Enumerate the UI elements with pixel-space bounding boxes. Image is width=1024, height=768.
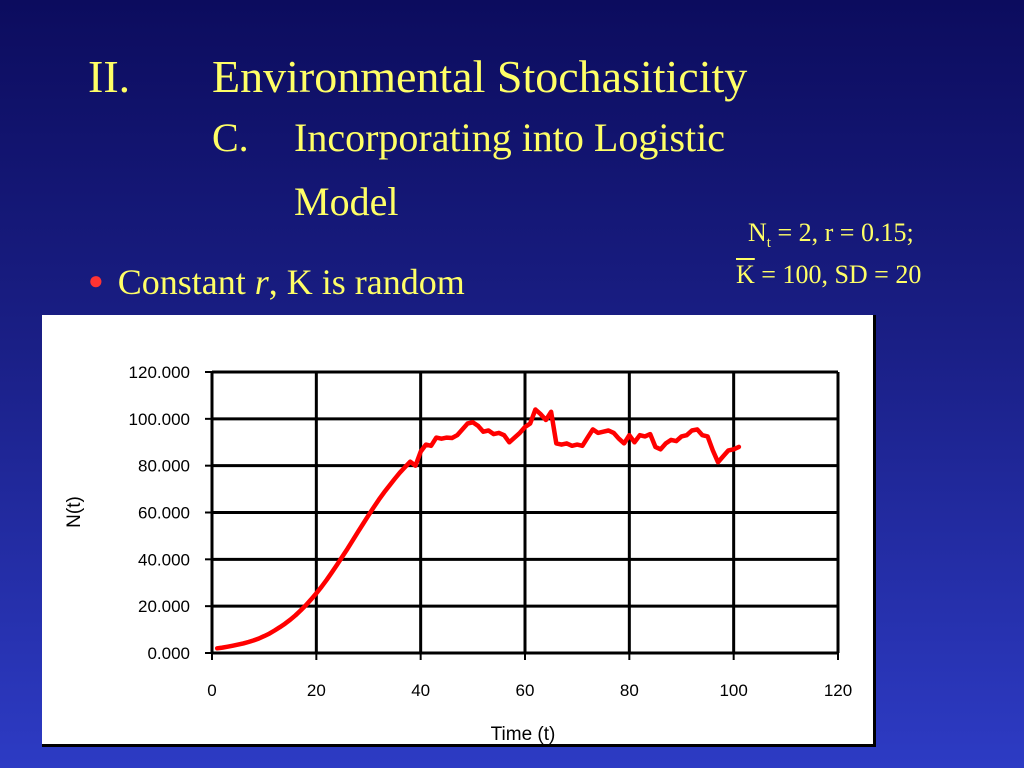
title-number: II. bbox=[88, 51, 131, 102]
x-axis-label: Time (t) bbox=[491, 724, 556, 745]
y-tick-label: 100.000 bbox=[129, 410, 190, 429]
x-tick-label: 120 bbox=[824, 681, 852, 700]
parameter-note-line-1: Nt = 2, r = 0.15; bbox=[748, 220, 914, 251]
y-tick-label: 40.000 bbox=[138, 550, 190, 569]
chart-series bbox=[214, 407, 742, 651]
chart-panel: 0.000 20.000 40.000 60.000 80.000 100.000 120.… bbox=[42, 315, 876, 747]
bullet-item: ● Constant r, K is random bbox=[88, 264, 465, 300]
subtitle-line-1: Incorporating into Logistic bbox=[294, 115, 726, 160]
y-tick-label: 0.000 bbox=[147, 644, 190, 663]
bullet-dot-icon: ● bbox=[88, 266, 104, 295]
y-tick-label: 20.000 bbox=[138, 597, 190, 616]
x-tick-label: 40 bbox=[411, 681, 430, 700]
note-line-2-text: = 100, SD = 20 bbox=[754, 260, 922, 289]
y-axis-label: N(t) bbox=[64, 496, 85, 528]
note-line-1-text: = 2, r = 0.15; bbox=[770, 218, 914, 247]
parameter-note-line-2: K = 100, SD = 20 bbox=[736, 262, 921, 288]
note-k-bar-symbol: K bbox=[736, 260, 755, 289]
bullet-text-r: r bbox=[254, 262, 269, 302]
x-tick-label: 20 bbox=[307, 681, 326, 700]
x-tick-label: 0 bbox=[207, 681, 216, 700]
chart-axes bbox=[205, 371, 839, 660]
bullet-text-pre: Constant bbox=[117, 262, 255, 302]
y-tick-label: 120.000 bbox=[129, 363, 190, 382]
chart-tick-labels: 0.000 20.000 40.000 60.000 80.000 100.000 120.… bbox=[129, 363, 853, 700]
subtitle-letter: C. bbox=[212, 115, 249, 160]
bullet-text-post: , K is random bbox=[268, 262, 465, 302]
x-tick-label: 60 bbox=[516, 681, 535, 700]
x-tick-label: 100 bbox=[719, 681, 747, 700]
note-n-symbol: N bbox=[748, 218, 767, 247]
title-text: Environmental Stochasiticity bbox=[212, 51, 748, 102]
subtitle-line-2: Model bbox=[294, 179, 399, 224]
y-tick-label: 60.000 bbox=[138, 504, 190, 523]
line-chart: 0.000 20.000 40.000 60.000 80.000 100.000 120.… bbox=[64, 363, 853, 745]
series-line bbox=[214, 407, 742, 651]
y-tick-label: 80.000 bbox=[138, 457, 190, 476]
note-t-subscript: t bbox=[766, 235, 771, 252]
x-tick-label: 80 bbox=[620, 681, 639, 700]
chart-grid bbox=[212, 370, 840, 653]
